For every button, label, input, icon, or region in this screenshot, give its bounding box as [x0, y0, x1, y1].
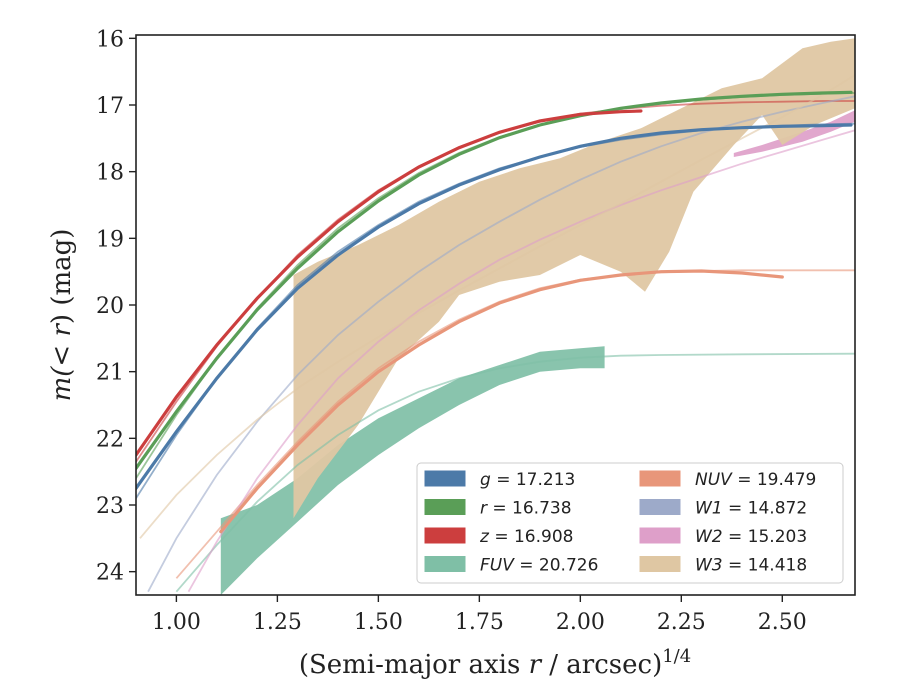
plot-frame [135, 34, 856, 596]
x-tick-label: 2.50 [758, 610, 807, 635]
legend-item-w2: W2 = 15.203 [639, 527, 807, 547]
legend-swatch [639, 470, 681, 487]
legend-frame [416, 462, 844, 584]
x-tick-label: 2.00 [556, 610, 605, 635]
y-tick-label: 24 [96, 561, 124, 586]
legend-label: r = 16.738 [480, 499, 572, 519]
legend-swatch [424, 556, 466, 572]
series-w1-model-curve [147, 95, 855, 593]
series-w2-model-curve [187, 129, 855, 593]
y-tick-label: 23 [96, 494, 124, 519]
y-tick-label: 16 [96, 27, 124, 52]
y-tick-label: 19 [96, 227, 124, 252]
legend-item-r: r = 16.738 [424, 499, 572, 519]
series-w2-band [733, 110, 855, 157]
legend-item-fuv: FUV = 20.726 [424, 556, 598, 576]
legend-swatch [424, 499, 466, 515]
y-tick-label: 21 [96, 361, 124, 386]
plot-area [136, 38, 855, 595]
series-fuv-model-curve [175, 352, 855, 593]
legend-label: W2 = 15.203 [695, 527, 807, 547]
x-axis-title: (Semi-major axis r / arcsec)1/4 [299, 646, 691, 680]
legend-swatch [639, 556, 681, 572]
series-w3-model-curve [139, 74, 855, 539]
series-w3-band [293, 38, 855, 519]
y-axis-title: m(< r) (mag) [47, 229, 77, 402]
y-tick-label: 20 [96, 294, 124, 319]
legend-item-w3: W3 = 14.418 [639, 556, 807, 576]
legend: g = 17.213 r = 16.738 z = 16.908 FUV = 20.7… [416, 462, 844, 584]
x-axis: 1.00 1.25 1.50 1.75 2.00 2.25 2.50 [152, 595, 807, 635]
legend-label: W1 = 14.872 [695, 499, 807, 519]
y-tick-label: 18 [96, 161, 124, 186]
x-tick-label: 1.75 [455, 610, 504, 635]
x-tick-label: 1.00 [152, 610, 201, 635]
x-tick-label: 2.25 [657, 610, 706, 635]
legend-label: g = 17.213 [480, 470, 575, 490]
series-nuv-curve [219, 269, 784, 534]
y-tick-label: 17 [96, 94, 124, 119]
legend-swatch [639, 527, 681, 544]
legend-item-nuv: NUV = 19.479 [639, 470, 816, 490]
legend-label: NUV = 19.479 [695, 470, 816, 490]
legend-label: W3 = 14.418 [695, 556, 807, 576]
legend-label: FUV = 20.726 [480, 556, 598, 576]
x-tick-label: 1.50 [354, 610, 403, 635]
y-axis: 16 17 18 19 20 21 22 23 24 [96, 27, 136, 586]
series-g-curve [136, 123, 853, 490]
legend-swatch [424, 527, 466, 544]
x-tick-label: 1.25 [253, 610, 302, 635]
y-tick-label: 22 [96, 427, 124, 452]
series-z-curve [136, 109, 643, 457]
legend-swatch [639, 499, 681, 515]
series-r-curve [136, 90, 853, 470]
legend-swatch [424, 470, 466, 487]
legend-label: z = 16.908 [479, 527, 573, 547]
legend-item-z: z = 16.908 [424, 527, 573, 547]
legend-item-w1: W1 = 14.872 [639, 499, 807, 519]
legend-item-g: g = 17.213 [424, 470, 575, 490]
